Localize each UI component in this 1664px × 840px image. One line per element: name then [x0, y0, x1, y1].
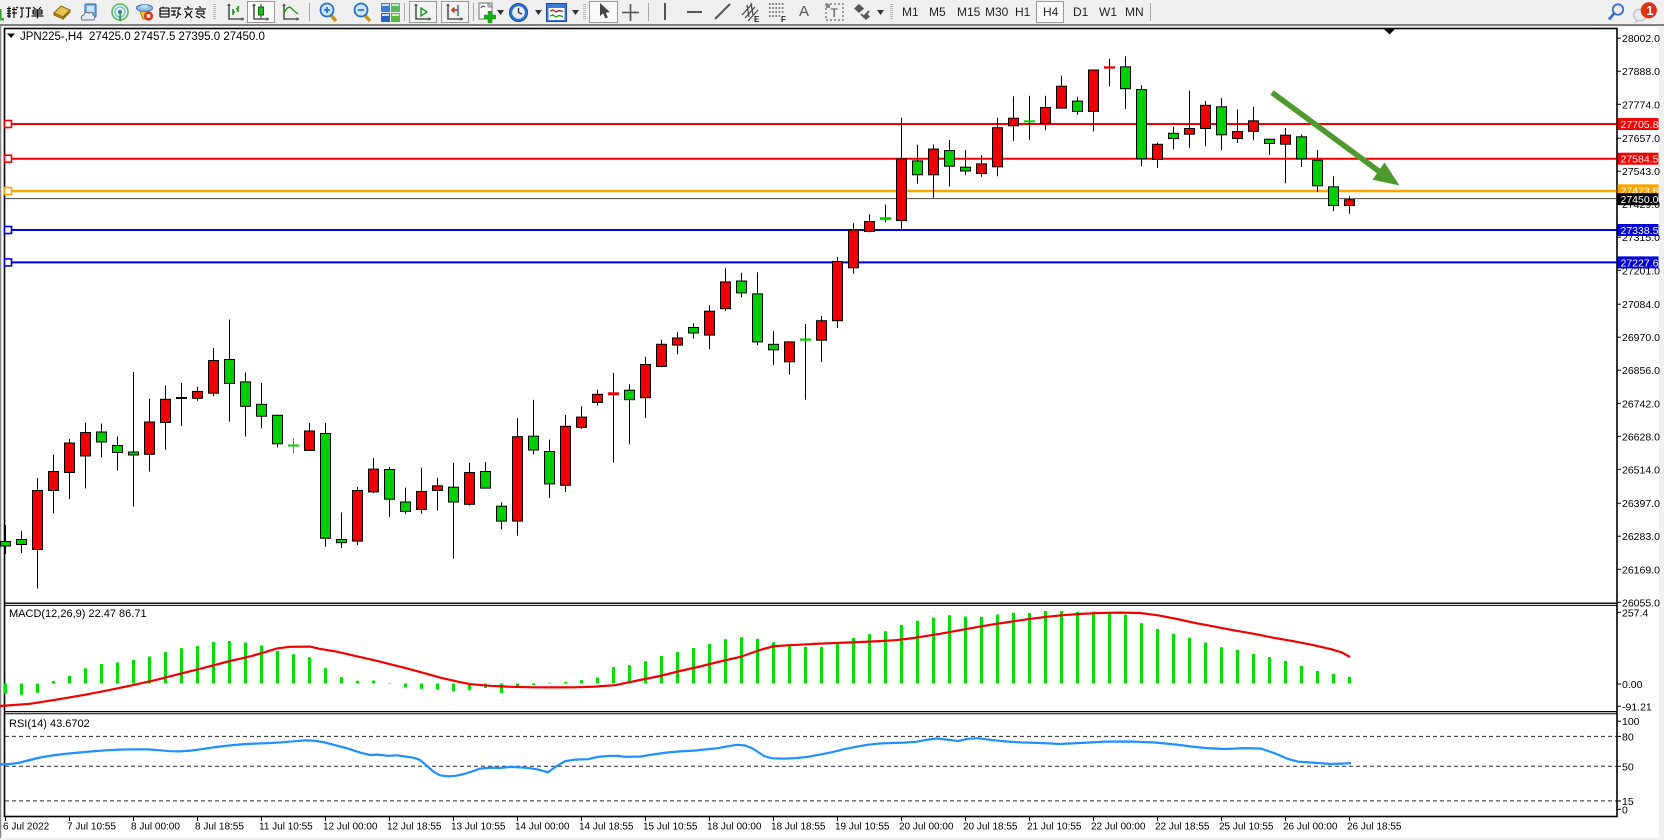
svg-text:26283.0: 26283.0 [1622, 531, 1660, 543]
svg-text:80: 80 [1622, 731, 1634, 743]
svg-text:26 Jul 18:55: 26 Jul 18:55 [1347, 822, 1402, 833]
svg-text:13 Jul 10:55: 13 Jul 10:55 [451, 822, 506, 833]
svg-text:26856.0: 26856.0 [1622, 365, 1660, 377]
svg-text:22 Jul 18:55: 22 Jul 18:55 [1155, 822, 1210, 833]
svg-text:8 Jul 00:00: 8 Jul 00:00 [131, 822, 180, 833]
svg-text:RSI(14) 43.6702: RSI(14) 43.6702 [9, 718, 90, 730]
svg-text:27450.0: 27450.0 [1621, 194, 1659, 206]
svg-text:27705.8: 27705.8 [1621, 119, 1659, 131]
svg-text:26169.0: 26169.0 [1622, 564, 1660, 576]
svg-text:26055.0: 26055.0 [1622, 597, 1660, 609]
svg-text:7 Jul 10:55: 7 Jul 10:55 [67, 822, 116, 833]
svg-text:18 Jul 00:00: 18 Jul 00:00 [707, 822, 762, 833]
svg-text:21 Jul 10:55: 21 Jul 10:55 [1027, 822, 1082, 833]
svg-text:6 Jul 2022: 6 Jul 2022 [3, 822, 50, 833]
svg-text:26742.0: 26742.0 [1622, 398, 1660, 410]
svg-text:26 Jul 00:00: 26 Jul 00:00 [1283, 822, 1338, 833]
svg-text:12 Jul 00:00: 12 Jul 00:00 [323, 822, 378, 833]
svg-text:MACD(12,26,9) 22.47 86.71: MACD(12,26,9) 22.47 86.71 [9, 608, 147, 620]
svg-text:15: 15 [1622, 796, 1634, 808]
svg-text:12 Jul 18:55: 12 Jul 18:55 [387, 822, 442, 833]
svg-text:26970.0: 26970.0 [1622, 332, 1660, 344]
svg-text:0: 0 [1622, 804, 1628, 816]
svg-text:27338.5: 27338.5 [1621, 225, 1659, 237]
svg-text:27657.0: 27657.0 [1622, 133, 1660, 145]
svg-text:-91.21: -91.21 [1622, 701, 1652, 713]
svg-text:T: T [831, 6, 839, 20]
svg-text:26514.0: 26514.0 [1622, 464, 1660, 476]
svg-text:1: 1 [1646, 3, 1653, 18]
svg-text:15 Jul 10:55: 15 Jul 10:55 [643, 822, 698, 833]
svg-text:28002.0: 28002.0 [1622, 33, 1660, 45]
svg-text:11 Jul 10:55: 11 Jul 10:55 [259, 822, 313, 833]
svg-text:19 Jul 10:55: 19 Jul 10:55 [835, 822, 890, 833]
svg-text:E: E [754, 15, 760, 23]
svg-text:27888.0: 27888.0 [1622, 66, 1660, 78]
svg-text:0.00: 0.00 [1622, 679, 1643, 691]
svg-text:50: 50 [1622, 761, 1634, 773]
svg-text:F: F [781, 15, 786, 23]
svg-text:22 Jul 00:00: 22 Jul 00:00 [1091, 822, 1146, 833]
svg-text:27543.0: 27543.0 [1622, 166, 1660, 178]
svg-text:25 Jul 10:55: 25 Jul 10:55 [1219, 822, 1274, 833]
svg-text:JPN225-,H4 27425.0 27457.5 27: JPN225-,H4 27425.0 27457.5 27395.0 27450… [20, 31, 265, 43]
svg-text:27227.6: 27227.6 [1621, 257, 1659, 269]
svg-text:8 Jul 18:55: 8 Jul 18:55 [195, 822, 244, 833]
svg-text:20 Jul 00:00: 20 Jul 00:00 [899, 822, 954, 833]
svg-text:26628.0: 26628.0 [1622, 431, 1660, 443]
svg-text:18 Jul 18:55: 18 Jul 18:55 [771, 822, 826, 833]
svg-text:27774.0: 27774.0 [1622, 99, 1660, 111]
svg-text:257.4: 257.4 [1622, 607, 1648, 619]
svg-text:14 Jul 00:00: 14 Jul 00:00 [515, 822, 570, 833]
svg-text:26397.0: 26397.0 [1622, 498, 1660, 510]
svg-text:14 Jul 18:55: 14 Jul 18:55 [579, 822, 634, 833]
svg-text:20 Jul 18:55: 20 Jul 18:55 [963, 822, 1018, 833]
svg-text:100: 100 [1622, 716, 1640, 728]
svg-text:27584.5: 27584.5 [1621, 154, 1659, 166]
svg-text:27084.0: 27084.0 [1622, 299, 1660, 311]
